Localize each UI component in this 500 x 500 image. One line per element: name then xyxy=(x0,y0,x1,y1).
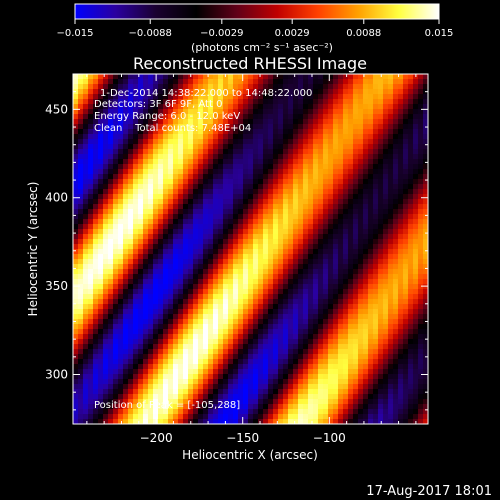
plot-frame xyxy=(72,73,429,425)
x-tick-label: −100 xyxy=(313,431,346,445)
colorbar xyxy=(74,3,440,20)
colorbar-tick-label: 0.0029 xyxy=(275,28,310,39)
y-tick-label: 400 xyxy=(45,191,68,205)
colorbar-ticks: −0.015 −0.0088 −0.0029 0.0029 0.0088 0.015 xyxy=(56,19,453,39)
annotation-energy-range: Energy Range: 6.0 - 12.0 keV xyxy=(94,111,240,122)
heatmap-image xyxy=(73,74,428,424)
y-axis-label: Heliocentric Y (arcsec) xyxy=(26,182,40,317)
annotation-detectors: Detectors: 3F 6F 9F, Att 0 xyxy=(94,99,222,110)
colorbar-tick-label: 0.015 xyxy=(425,28,454,39)
x-tick-label: −200 xyxy=(140,431,173,445)
annotation-time-range: 1-Dec-2014 14:38:22.000 to 14:48:22.000 xyxy=(100,88,312,99)
x-tick-label: −150 xyxy=(226,431,259,445)
annotation-peak-position: Position of Peak = [-105,288] xyxy=(94,400,240,411)
chart-title: Reconstructed RHESSI Image xyxy=(133,54,367,73)
y-tick-label: 350 xyxy=(45,279,68,293)
colorbar-tick-label: −0.015 xyxy=(56,28,93,39)
y-tick-label: 300 xyxy=(45,368,68,382)
annotation-clean-counts: Clean Total counts: 7.48E+04 xyxy=(94,123,251,134)
y-tick-label: 450 xyxy=(45,102,68,116)
footer-timestamp: 17-Aug-2017 18:01 xyxy=(366,484,492,499)
colorbar-tick-label: −0.0088 xyxy=(129,28,172,39)
colorbar-unit-label: (photons cm⁻² s⁻¹ asec⁻²) xyxy=(191,41,333,54)
axis-ticks: −200 −150 −100 300 350 400 450 xyxy=(45,74,428,445)
colorbar-tick-label: 0.0088 xyxy=(346,28,381,39)
x-axis-label: Heliocentric X (arcsec) xyxy=(182,448,318,462)
colorbar-tick-label: −0.0029 xyxy=(200,28,243,39)
